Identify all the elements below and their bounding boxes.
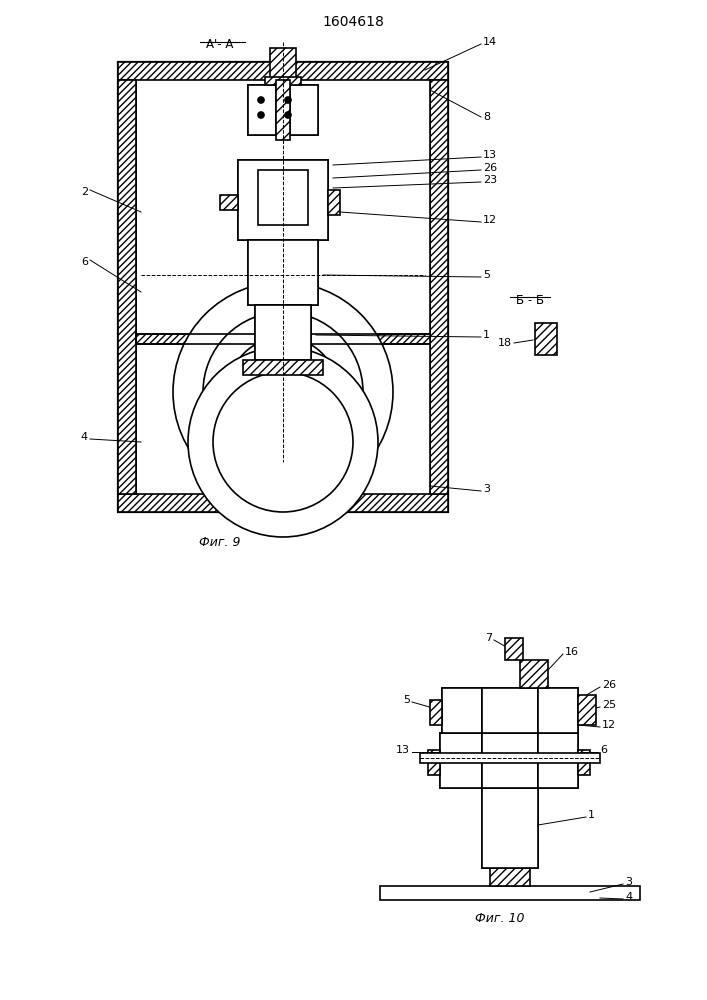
Bar: [255, 305, 311, 360]
Text: 16: 16: [565, 647, 579, 657]
Text: 5: 5: [483, 270, 490, 280]
Bar: [118, 62, 448, 80]
Bar: [118, 494, 448, 512]
Bar: [538, 733, 578, 788]
Bar: [538, 688, 578, 733]
Bar: [442, 688, 482, 733]
Circle shape: [285, 97, 291, 103]
Circle shape: [228, 337, 338, 447]
Bar: [270, 48, 296, 78]
Text: 8: 8: [483, 112, 490, 122]
Text: 6: 6: [81, 257, 88, 267]
Bar: [490, 868, 530, 886]
Bar: [482, 688, 538, 733]
Bar: [118, 80, 136, 494]
Bar: [118, 62, 448, 512]
Bar: [265, 77, 301, 85]
Bar: [482, 733, 538, 788]
Bar: [290, 85, 318, 135]
Bar: [440, 733, 482, 788]
Bar: [248, 240, 318, 305]
Bar: [238, 160, 328, 240]
Text: Б - Б: Б - Б: [516, 294, 544, 306]
Circle shape: [173, 282, 393, 502]
Text: 12: 12: [602, 720, 616, 730]
Bar: [328, 190, 340, 215]
Text: 1604618: 1604618: [322, 15, 384, 29]
Bar: [482, 788, 538, 868]
Bar: [430, 80, 448, 494]
Text: 4: 4: [81, 432, 88, 442]
Text: 3: 3: [625, 877, 632, 887]
Bar: [538, 733, 578, 788]
Bar: [535, 323, 557, 355]
Text: 13: 13: [483, 150, 497, 160]
Bar: [220, 195, 238, 210]
Circle shape: [285, 112, 291, 118]
Text: 3: 3: [483, 484, 490, 494]
Bar: [258, 170, 308, 225]
Bar: [248, 240, 318, 305]
Circle shape: [203, 312, 363, 472]
Bar: [243, 360, 323, 375]
Text: 13: 13: [396, 745, 410, 755]
Bar: [578, 695, 596, 725]
Circle shape: [213, 372, 353, 512]
Text: 1: 1: [588, 810, 595, 820]
Bar: [482, 688, 538, 733]
Text: 2: 2: [81, 187, 88, 197]
Text: 12: 12: [483, 215, 497, 225]
Bar: [520, 660, 548, 688]
Text: 26: 26: [483, 163, 497, 173]
Bar: [538, 688, 578, 733]
Bar: [578, 750, 590, 775]
Bar: [505, 638, 523, 660]
Bar: [428, 750, 440, 775]
Text: 4: 4: [625, 892, 632, 902]
Bar: [276, 80, 290, 140]
Text: 26: 26: [602, 680, 616, 690]
Text: 5: 5: [403, 695, 410, 705]
Text: Фиг. 10: Фиг. 10: [475, 912, 525, 924]
Circle shape: [188, 347, 378, 537]
Bar: [136, 334, 430, 344]
Text: 6: 6: [600, 745, 607, 755]
Bar: [420, 753, 600, 763]
Bar: [430, 700, 442, 725]
Bar: [482, 733, 538, 788]
Text: 1: 1: [483, 330, 490, 340]
Bar: [248, 85, 276, 135]
Bar: [380, 886, 640, 900]
Bar: [440, 733, 482, 788]
Bar: [255, 305, 311, 360]
Text: А'- А: А'- А: [206, 38, 234, 51]
Text: 25: 25: [602, 700, 616, 710]
Circle shape: [258, 97, 264, 103]
Bar: [248, 85, 276, 135]
Text: Фиг. 9: Фиг. 9: [199, 536, 241, 548]
Bar: [482, 788, 538, 868]
Bar: [290, 85, 318, 135]
Bar: [442, 688, 482, 733]
Text: 23: 23: [483, 175, 497, 185]
Text: 18: 18: [498, 338, 512, 348]
Text: 7: 7: [485, 633, 492, 643]
Circle shape: [258, 112, 264, 118]
Bar: [238, 160, 328, 240]
Text: 14: 14: [483, 37, 497, 47]
